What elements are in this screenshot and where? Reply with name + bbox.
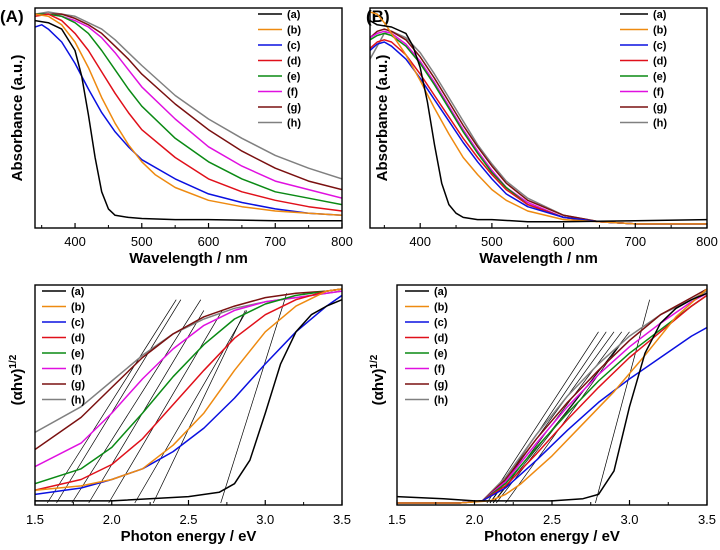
legend-label: (h) bbox=[434, 395, 448, 407]
x-tick-label: 2.5 bbox=[543, 512, 561, 527]
x-tick-label: 3.5 bbox=[333, 512, 351, 527]
series-line bbox=[35, 24, 342, 217]
tangent-line bbox=[71, 299, 202, 504]
x-tick-label: 2.0 bbox=[465, 512, 483, 527]
x-tick-label: 700 bbox=[624, 234, 646, 249]
x-tick-label: 700 bbox=[264, 234, 286, 249]
tangent-line bbox=[134, 310, 248, 504]
legend-label: (d) bbox=[653, 56, 667, 68]
chart-B-top: 400 500 600 700 800 Wavelength / nm Absorbance… bbox=[369, 7, 718, 267]
legend-label: (e) bbox=[71, 348, 85, 360]
legend-label: (f) bbox=[287, 87, 298, 99]
series-line bbox=[35, 288, 342, 491]
series-line bbox=[35, 13, 342, 206]
x-tick-label: 1.5 bbox=[26, 512, 44, 527]
series-line bbox=[35, 288, 342, 485]
legend-label: (f) bbox=[434, 364, 445, 376]
legend-label: (e) bbox=[287, 71, 301, 83]
x-tick-label: 2.5 bbox=[179, 512, 197, 527]
legend-label: (h) bbox=[653, 118, 667, 130]
series-line bbox=[35, 13, 342, 191]
x-tick-label: 400 bbox=[409, 234, 431, 249]
x-tick-label: 800 bbox=[696, 234, 718, 249]
series-line bbox=[35, 288, 342, 491]
x-tick-label: 500 bbox=[131, 234, 153, 249]
x-axis-label: Photon energy / eV bbox=[121, 528, 257, 545]
legend-label: (a) bbox=[653, 9, 667, 21]
chart-A-bottom: 1.5 2.0 2.5 3.0 3.5 Photon energy / eV (αhv)1/… bbox=[8, 284, 351, 545]
y-axis-label: (αhv)1/2 bbox=[369, 354, 387, 405]
tangent-line bbox=[46, 299, 177, 504]
legend-label: (g) bbox=[653, 102, 667, 114]
tangent-line bbox=[88, 310, 205, 504]
legend-label: (e) bbox=[653, 71, 667, 83]
series-line bbox=[35, 19, 342, 222]
legend-label: (f) bbox=[653, 87, 664, 99]
legend-label: (b) bbox=[71, 302, 85, 314]
legend-label: (b) bbox=[434, 302, 448, 314]
series-line bbox=[370, 41, 707, 225]
y-axis-label-base: (αhv) bbox=[9, 369, 26, 406]
legend-label: (h) bbox=[71, 395, 85, 407]
legend-label: (c) bbox=[434, 317, 448, 329]
legend-label: (b) bbox=[653, 25, 667, 37]
panel-label-a: (A) bbox=[0, 7, 24, 26]
legend-label: (a) bbox=[71, 286, 85, 298]
series-line bbox=[35, 13, 342, 212]
legend-label: (d) bbox=[287, 56, 301, 68]
x-axis-label: Wavelength / nm bbox=[479, 250, 598, 267]
y-axis-label-exponent: 1/2 bbox=[369, 354, 380, 368]
legend-label: (c) bbox=[653, 40, 667, 52]
legend-label: (f) bbox=[71, 364, 82, 376]
chart-B-bottom: 1.5 2.0 2.5 3.0 3.5 Photon energy / eV (αhv)1/… bbox=[369, 284, 716, 545]
legend-label: (c) bbox=[71, 317, 85, 329]
legend-label: (c) bbox=[287, 40, 301, 52]
y-axis-label: Absorbance (a.u.) bbox=[374, 55, 391, 182]
series-line bbox=[35, 299, 342, 502]
tangent-line bbox=[56, 299, 182, 504]
x-tick-label: 1.5 bbox=[388, 512, 406, 527]
x-tick-label: 600 bbox=[553, 234, 575, 249]
x-tick-label: 800 bbox=[331, 234, 353, 249]
series-line bbox=[35, 288, 342, 451]
legend-label: (e) bbox=[434, 348, 448, 360]
x-tick-label: 600 bbox=[198, 234, 220, 249]
tangent-line bbox=[220, 293, 288, 504]
legend-label: (g) bbox=[71, 379, 85, 391]
tangent-line bbox=[486, 331, 599, 504]
plot-area bbox=[35, 288, 342, 504]
tangent-line bbox=[595, 299, 650, 504]
x-tick-label: 2.0 bbox=[103, 512, 121, 527]
x-tick-label: 3.0 bbox=[620, 512, 638, 527]
series-line bbox=[35, 13, 342, 217]
series-line bbox=[370, 11, 707, 225]
y-axis-label-exponent: 1/2 bbox=[8, 354, 19, 368]
y-axis-label: (αhv)1/2 bbox=[8, 354, 26, 405]
x-tick-label: 3.5 bbox=[698, 512, 716, 527]
legend-label: (d) bbox=[71, 333, 85, 345]
chart-A-top: 400 500 600 700 800 Wavelength / nm Absorbance… bbox=[9, 7, 353, 267]
legend-label: (a) bbox=[434, 286, 448, 298]
legend-label: (a) bbox=[287, 9, 301, 21]
tangent-line bbox=[108, 310, 223, 504]
y-axis-label-base: (αhv) bbox=[370, 369, 387, 406]
legend-label: (g) bbox=[434, 379, 448, 391]
series-line bbox=[370, 19, 707, 223]
plot-area bbox=[370, 11, 707, 225]
y-axis-label: Absorbance (a.u.) bbox=[9, 55, 26, 182]
x-axis-label: Wavelength / nm bbox=[129, 250, 248, 267]
x-tick-label: 400 bbox=[64, 234, 86, 249]
x-tick-label: 500 bbox=[481, 234, 503, 249]
x-tick-label: 3.0 bbox=[256, 512, 274, 527]
legend-label: (d) bbox=[434, 333, 448, 345]
legend-label: (g) bbox=[287, 102, 301, 114]
axes-frame bbox=[369, 7, 708, 229]
plot-area bbox=[35, 11, 342, 222]
legend-label: (h) bbox=[287, 118, 301, 130]
x-axis-label: Photon energy / eV bbox=[484, 528, 620, 545]
axes-frame bbox=[34, 7, 343, 229]
legend-label: (b) bbox=[287, 25, 301, 37]
